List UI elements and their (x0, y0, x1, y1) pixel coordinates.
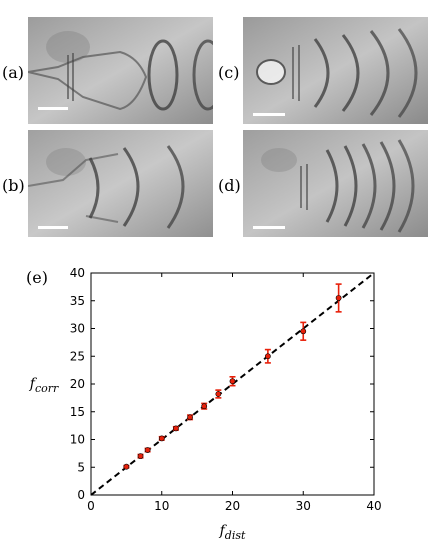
marker (215, 391, 222, 397)
y-axis-label-sub: corr (35, 382, 59, 395)
y-tick-label: 5 (77, 460, 85, 474)
y-tick-label: 20 (70, 377, 85, 391)
marker (137, 453, 144, 460)
y-axis-label-main: f (29, 376, 38, 392)
x-axis-label: fdist (219, 523, 246, 542)
micrograph-d (243, 130, 428, 237)
panel-label-c: (c) (218, 63, 240, 82)
y-tick-label: 40 (70, 266, 85, 280)
y-tick-label: 15 (70, 405, 85, 419)
micrograph-c (243, 17, 428, 124)
data-point (158, 435, 165, 442)
scale-bar-b (38, 226, 68, 229)
data-points (123, 283, 342, 470)
data-point (264, 348, 271, 364)
marker (144, 447, 151, 453)
micrograph-b (28, 130, 213, 237)
scale-bar-d (253, 226, 285, 229)
marker (264, 353, 271, 360)
marker (123, 463, 130, 470)
x-tick-label: 30 (296, 499, 311, 513)
scale-bar-a (38, 107, 68, 110)
y-tick-label: 35 (70, 294, 85, 308)
x-axis-label-sub: dist (225, 529, 246, 542)
y-axis-label: fcorr (29, 376, 59, 395)
y-tick-label: 10 (70, 433, 85, 447)
data-point (215, 389, 222, 399)
marker (172, 425, 179, 432)
x-tick-label: 10 (154, 499, 169, 513)
micrograph-a (28, 17, 213, 124)
marker (229, 378, 236, 385)
x-axis-label-main: f (219, 523, 228, 539)
y-tick-label: 25 (70, 349, 85, 363)
plot-ticks: 0 10 20 30 40 0 5 10 15 20 25 30 35 40 (70, 266, 382, 513)
data-point (144, 447, 151, 453)
data-point (229, 375, 236, 387)
marker (158, 435, 165, 442)
panel-label-a: (a) (2, 63, 25, 82)
data-point (172, 425, 179, 432)
data-point (201, 402, 208, 410)
panel-label-d: (d) (218, 176, 241, 195)
data-point (187, 414, 194, 421)
x-tick-label: 20 (225, 499, 240, 513)
panel-label-e: (e) (26, 268, 48, 287)
data-point (123, 463, 130, 470)
y-tick-label: 30 (70, 322, 85, 336)
panel-label-b: (b) (2, 176, 25, 195)
marker (335, 295, 342, 301)
scale-bar-c (253, 113, 285, 116)
marker (300, 328, 307, 335)
x-tick-label: 0 (87, 499, 95, 513)
data-point (335, 283, 342, 313)
data-point (137, 453, 144, 460)
data-point (300, 321, 307, 341)
marker (201, 403, 208, 410)
y-tick-label: 0 (77, 488, 85, 502)
x-tick-label: 40 (366, 499, 381, 513)
marker (187, 414, 193, 421)
